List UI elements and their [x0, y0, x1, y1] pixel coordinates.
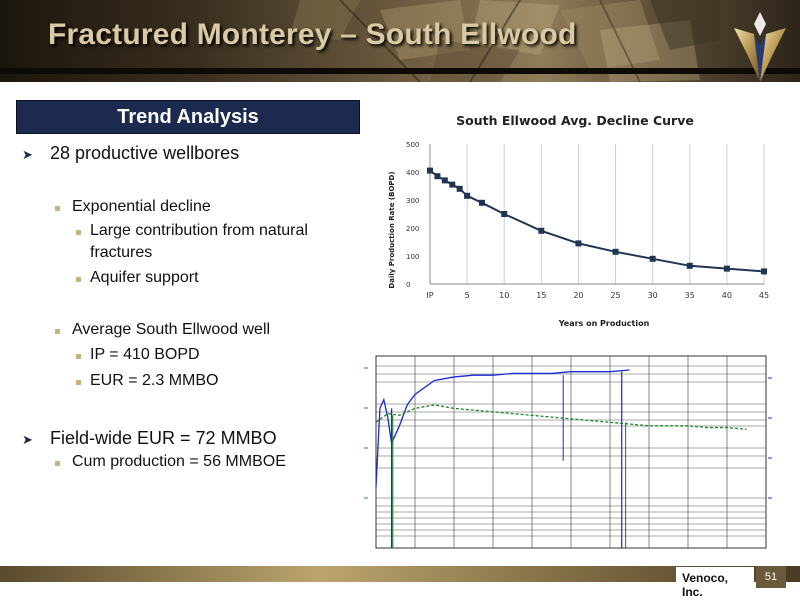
square-bullet-icon: [76, 380, 81, 385]
arrow-bullet-icon: ➤: [22, 147, 33, 162]
x-tick-label: 40: [722, 291, 732, 300]
y-axis-label: Daily Production Rate (BOPD): [388, 171, 396, 288]
bullet-level2: Cum production = 56 MMBOE: [72, 453, 286, 470]
footer-company: Venoco, Inc.: [676, 567, 754, 599]
y-tick-label: 100: [406, 253, 419, 261]
bullet-level3-continuation: fractures: [90, 244, 153, 261]
square-bullet-icon: [55, 206, 60, 211]
vertical-gridlines: [466, 144, 765, 284]
chart-axes: [429, 144, 764, 285]
x-tick-label: IP: [426, 291, 433, 300]
section-heading: Trend Analysis: [16, 100, 360, 134]
bullet-level3: EUR = 2.3 MMBO: [90, 372, 219, 389]
chart-title: South Ellwood Avg. Decline Curve: [456, 113, 694, 128]
right-axis-ticks: [768, 377, 772, 499]
x-tick-labels: IP 5 10 15 20 25 30 35 40 45: [426, 291, 769, 300]
footer-bar: [0, 566, 800, 582]
header-dark-band: [0, 68, 800, 74]
square-bullet-icon: [76, 277, 81, 282]
decline-point: [464, 192, 471, 199]
gridlines: [376, 356, 766, 548]
bullet-level1: Field-wide EUR = 72 MMBO: [50, 428, 277, 448]
decline-point: [649, 255, 656, 262]
y-tick-labels: 0 100 200 300 400 500: [406, 141, 419, 289]
decline-curve-chart: South Ellwood Avg. Decline Curve Daily P…: [388, 113, 769, 328]
decline-point: [449, 181, 456, 188]
decline-point: [456, 185, 463, 192]
production-history-chart: [364, 355, 772, 549]
x-tick-label: 25: [610, 291, 620, 300]
y-tick-label: 200: [406, 225, 419, 233]
square-bullet-icon: [55, 461, 60, 466]
green-series-line: [375, 404, 747, 430]
decline-point: [686, 262, 693, 269]
left-axis-ticks: [364, 367, 368, 499]
bullet-level3: Large contribution from natural: [90, 222, 308, 239]
decline-point: [723, 265, 730, 272]
bullet-level3: Aquifer support: [90, 269, 199, 286]
x-tick-label: 30: [648, 291, 658, 300]
x-tick-label: 10: [499, 291, 509, 300]
decline-point: [575, 240, 582, 247]
x-tick-label: 5: [465, 291, 470, 300]
slide-title: Fractured Monterey – South Ellwood: [48, 18, 577, 51]
x-axis-label: Years on Production: [558, 319, 650, 328]
bullet-level1: 28 productive wellbores: [50, 143, 240, 163]
x-tick-label: 45: [759, 291, 769, 300]
bullet-level2: Average South Ellwood well: [72, 321, 271, 338]
decline-point: [427, 167, 433, 174]
slide-header: Fractured Monterey – South Ellwood: [0, 0, 800, 82]
bullet-level3: IP = 410 BOPD: [90, 346, 200, 363]
square-bullet-icon: [76, 354, 81, 359]
production-series: [375, 369, 747, 548]
decline-point: [441, 177, 448, 184]
decline-point: [501, 211, 508, 217]
x-tick-label: 20: [573, 291, 583, 300]
y-tick-label: 0: [406, 281, 410, 289]
page-number: 51: [756, 566, 786, 588]
decline-line: [429, 169, 765, 273]
decline-point: [538, 227, 545, 234]
square-bullet-icon: [76, 230, 81, 235]
x-tick-label: 15: [536, 291, 546, 300]
y-tick-label: 300: [406, 197, 419, 205]
arrow-bullet-icon: ➤: [22, 432, 33, 447]
decline-series: [427, 167, 767, 275]
venoco-logo-icon: [734, 12, 786, 82]
bullet-level2: Exponential decline: [72, 198, 211, 215]
y-tick-label: 500: [406, 141, 419, 149]
decline-point: [434, 173, 441, 180]
square-bullet-icon: [55, 329, 60, 334]
blue-series-line: [375, 369, 630, 487]
decline-point: [612, 248, 619, 255]
decline-point: [478, 199, 485, 206]
y-tick-label: 400: [406, 169, 419, 177]
x-tick-label: 35: [685, 291, 695, 300]
decline-point: [761, 268, 767, 275]
